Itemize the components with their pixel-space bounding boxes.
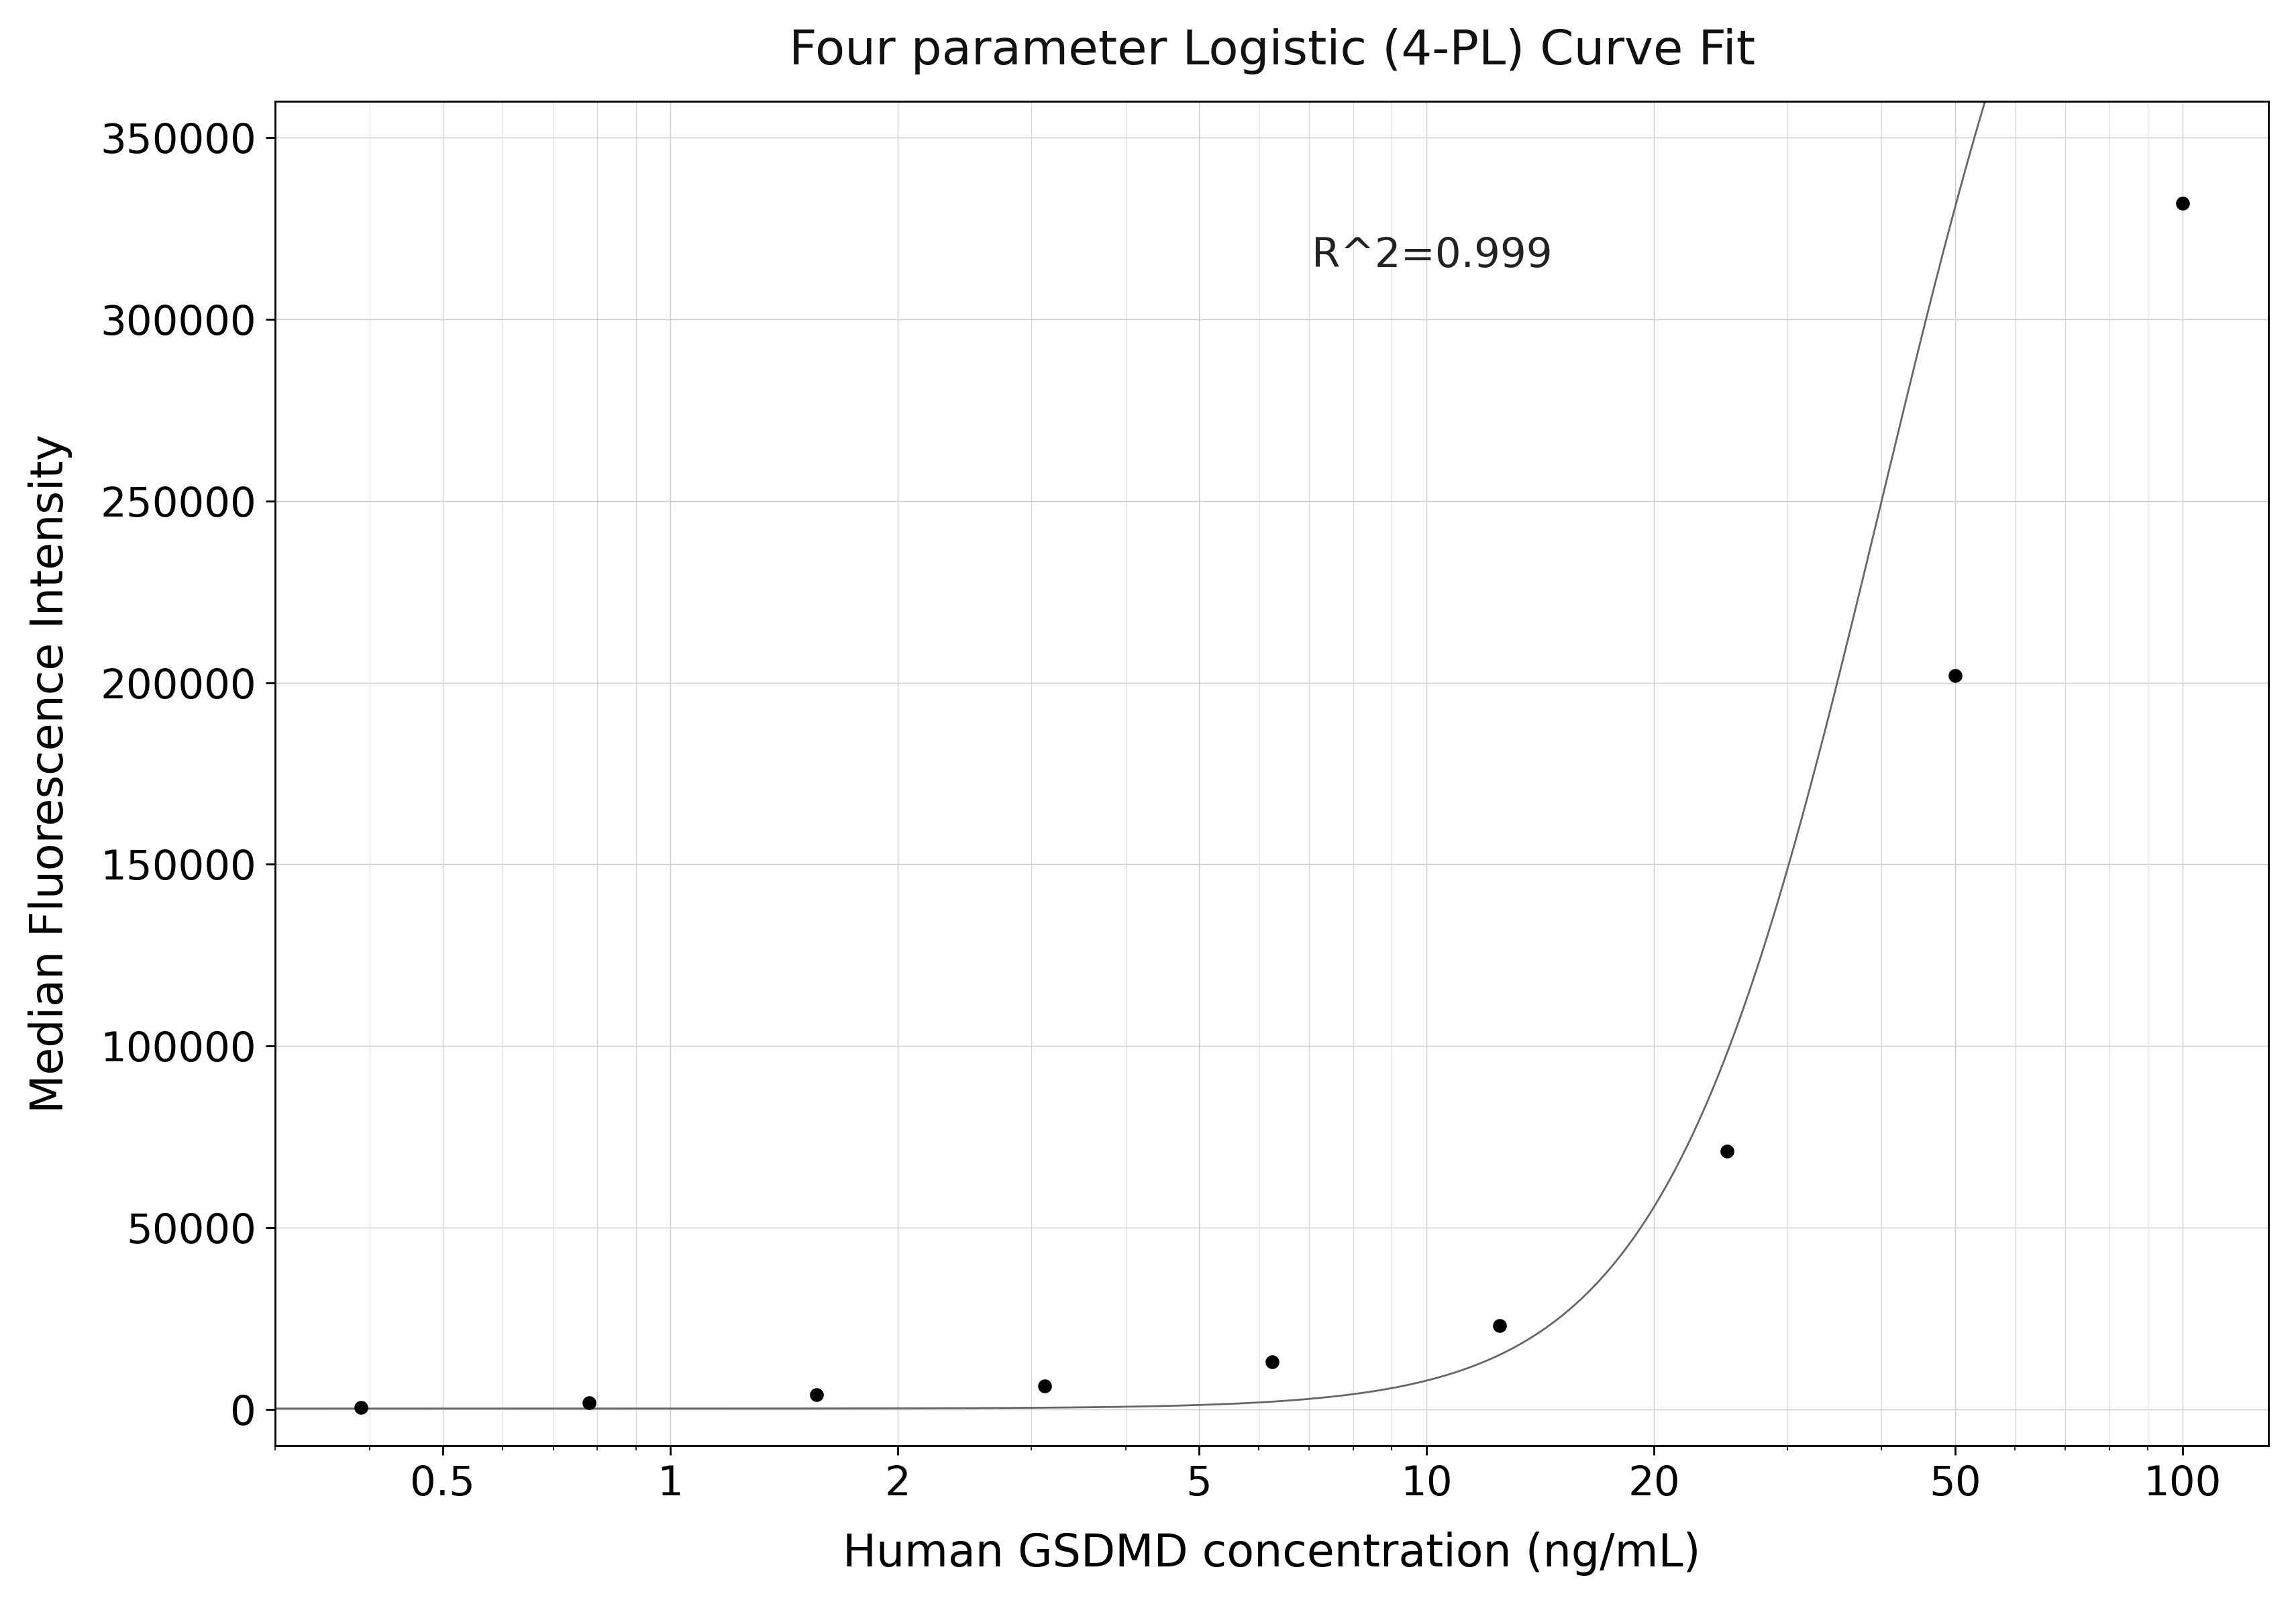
- Point: [1936, 662, 1972, 688]
- Text: R^2=0.999: R^2=0.999: [1311, 236, 1552, 276]
- Point: [342, 1394, 379, 1420]
- X-axis label: Human GSDMD concentration (ng/mL): Human GSDMD concentration (ng/mL): [843, 1532, 1701, 1577]
- Point: [569, 1391, 606, 1416]
- Point: [797, 1383, 833, 1408]
- Title: Four parameter Logistic (4-PL) Curve Fit: Four parameter Logistic (4-PL) Curve Fit: [788, 27, 1754, 74]
- Point: [1481, 1314, 1518, 1339]
- Point: [1254, 1349, 1290, 1375]
- Point: [1026, 1373, 1063, 1399]
- Y-axis label: Median Fluorescence Intensity: Median Fluorescence Intensity: [28, 435, 71, 1113]
- Point: [1708, 1139, 1745, 1165]
- Point: [2163, 191, 2200, 217]
